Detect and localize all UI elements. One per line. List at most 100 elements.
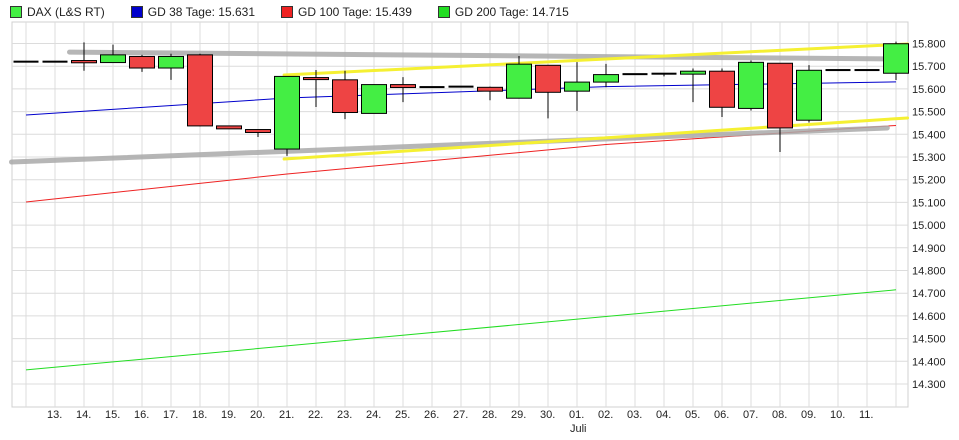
x-tick-label: 15. [105, 409, 120, 421]
candle [564, 62, 590, 111]
candle [361, 84, 387, 114]
legend-swatch [10, 6, 22, 18]
candle [216, 125, 242, 130]
y-tick-label: 15.600 [912, 84, 946, 96]
legend-label: GD 200 Tage: 14.715 [454, 5, 569, 19]
candle [738, 60, 764, 111]
y-tick-label: 14.800 [912, 266, 946, 278]
y-tick-label: 14.400 [912, 356, 946, 368]
candle-body [332, 79, 358, 114]
candle-body [390, 84, 416, 89]
legend-swatch [437, 6, 450, 18]
x-tick-label: 11. [859, 409, 873, 421]
x-tick-label: 10. [830, 409, 845, 421]
candle [796, 65, 822, 123]
x-tick-label: 01. [569, 409, 584, 421]
x-tick-label: 26. [424, 409, 439, 421]
x-tick-label: 09. [801, 409, 816, 421]
candle [158, 53, 184, 80]
candle-body [680, 70, 706, 75]
moving-average-line [25, 289, 897, 371]
candle [767, 62, 793, 153]
legend-swatch [130, 6, 143, 18]
x-tick-label: 17. [163, 409, 178, 421]
x-month-label: Juli [570, 423, 587, 435]
legend-item-gd38[interactable]: GD 38 Tage: 15.631 [130, 5, 255, 19]
trend-line [67, 49, 890, 62]
trend-line [9, 125, 890, 165]
candle [274, 75, 300, 156]
candle [419, 86, 445, 89]
x-tick-label: 25. [395, 409, 410, 421]
candle [883, 41, 909, 81]
candle [245, 129, 271, 138]
x-tick-label: 19. [221, 409, 236, 421]
x-tick-label: 02. [598, 409, 613, 421]
legend-swatch [281, 6, 293, 18]
y-tick-label: 14.900 [912, 243, 946, 255]
candle [100, 44, 126, 64]
x-tick-label: 04. [656, 409, 671, 421]
candle-body [13, 60, 39, 63]
x-tick-label: 30. [540, 409, 555, 421]
y-tick-label: 14.300 [912, 379, 946, 391]
candle-body [245, 129, 271, 133]
candle-body [854, 69, 880, 72]
candle-body [506, 63, 532, 99]
candle-body [361, 84, 387, 114]
legend-item-gd200[interactable]: GD 200 Tage: 14.715 [437, 5, 569, 19]
candle-body [796, 69, 822, 121]
candle [332, 70, 358, 120]
candle [709, 68, 735, 118]
candle [622, 73, 648, 76]
candle-body [274, 75, 300, 150]
x-tick-label: 13. [47, 409, 62, 421]
candle [680, 68, 706, 103]
candle-body [158, 55, 184, 69]
x-tick-label: 06. [714, 409, 729, 421]
candle-body [883, 43, 909, 74]
candle [303, 70, 329, 108]
y-tick-label: 14.700 [912, 288, 946, 300]
x-tick-label: 28. [482, 409, 497, 421]
x-tick-label: 05. [685, 409, 700, 421]
candle-body [129, 55, 155, 69]
trend-line [282, 42, 910, 77]
candle-body [535, 64, 561, 93]
y-tick-label: 14.600 [912, 311, 946, 323]
candle [825, 69, 851, 72]
candle-body [709, 70, 735, 108]
candle-body [187, 54, 213, 127]
candle [42, 60, 68, 63]
candle-body [303, 77, 329, 81]
x-tick-label: 27. [453, 409, 468, 421]
x-tick-label: 23. [337, 409, 352, 421]
candle [593, 63, 619, 88]
x-tick-label: 29. [511, 409, 526, 421]
x-tick-label: 21. [279, 409, 294, 421]
y-tick-label: 15.000 [912, 220, 946, 232]
candle-body [767, 62, 793, 129]
candle-body [71, 60, 97, 64]
candle-body [825, 69, 851, 72]
legend-item-gd100[interactable]: GD 100 Tage: 15.439 [281, 5, 412, 19]
x-tick-label: 14. [76, 409, 91, 421]
y-tick-label: 14.500 [912, 334, 946, 346]
legend-label: GD 38 Tage: 15.631 [147, 5, 255, 19]
candle [854, 69, 880, 72]
candle [129, 54, 155, 72]
legend-item-dax[interactable]: DAX (L&S RT) [10, 5, 105, 19]
candle-body [216, 125, 242, 130]
candle [535, 64, 561, 119]
candle-body [622, 73, 648, 76]
x-tick-label: 22. [308, 409, 323, 421]
x-tick-label: 07. [743, 409, 758, 421]
candle-body [593, 74, 619, 83]
y-tick-label: 15.200 [912, 175, 946, 187]
y-tick-label: 15.500 [912, 107, 946, 119]
candle [13, 60, 39, 63]
legend-label: DAX (L&S RT) [27, 5, 105, 19]
candle-body [100, 54, 126, 64]
candle-body [477, 86, 503, 92]
